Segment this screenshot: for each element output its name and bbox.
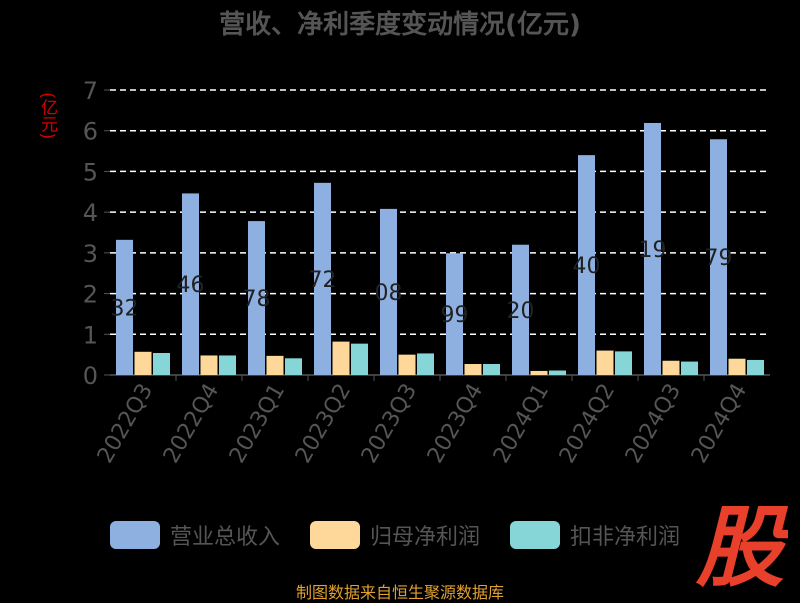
source-note: 制图数据来自恒生聚源数据库 bbox=[295, 583, 504, 602]
bar-revenue bbox=[578, 155, 595, 375]
data-label-revenue: 78 bbox=[243, 287, 271, 312]
data-label-revenue: 79 bbox=[705, 246, 733, 271]
legend-item-deducted-profit[interactable]: 扣非净利润 bbox=[510, 518, 680, 552]
data-label-revenue: 99 bbox=[441, 303, 469, 328]
bar-deducted-profit bbox=[219, 355, 236, 375]
bar-deducted-profit bbox=[681, 361, 698, 375]
y-axis-unit: (亿元) bbox=[37, 92, 57, 140]
bar-revenue bbox=[182, 193, 199, 375]
y-tick-label: 5 bbox=[83, 158, 98, 186]
bar-net-profit bbox=[662, 360, 680, 375]
legend-item-revenue[interactable]: 营业总收入 bbox=[110, 518, 280, 552]
x-tick-label: 2023Q2 bbox=[291, 380, 356, 468]
x-tick-label: 2022Q4 bbox=[159, 380, 224, 468]
data-label-revenue: 46 bbox=[177, 273, 205, 298]
bar-revenue bbox=[644, 122, 661, 375]
bar-net-profit bbox=[596, 350, 614, 375]
bar-deducted-profit bbox=[285, 358, 302, 375]
bar-net-profit bbox=[728, 358, 746, 375]
bar-revenue bbox=[446, 253, 463, 375]
bar-deducted-profit bbox=[747, 359, 764, 375]
data-label-revenue: 08 bbox=[375, 281, 403, 306]
bar-deducted-profit bbox=[351, 343, 368, 375]
bar-net-profit bbox=[530, 370, 548, 375]
legend-label-revenue: 营业总收入 bbox=[170, 525, 281, 550]
legend-label-net-profit: 归母净利润 bbox=[370, 525, 481, 550]
chart-title: 营收、净利季度变动情况(亿元) bbox=[219, 10, 581, 40]
bar-net-profit bbox=[134, 351, 152, 375]
data-label-revenue: 40 bbox=[573, 254, 601, 279]
y-tick-label: 6 bbox=[83, 118, 98, 146]
y-tick-label: 4 bbox=[83, 199, 98, 227]
bar-net-profit bbox=[266, 355, 284, 375]
data-label-revenue: 19 bbox=[639, 238, 667, 263]
y-tick-label: 7 bbox=[83, 77, 98, 105]
bar-deducted-profit bbox=[153, 353, 170, 375]
bar-revenue bbox=[512, 244, 529, 375]
legend-swatch-deducted-profit bbox=[510, 521, 560, 549]
legend-label-deducted-profit: 扣非净利润 bbox=[570, 525, 681, 550]
bar-net-profit bbox=[398, 354, 416, 375]
bar-revenue bbox=[380, 208, 397, 375]
x-tick-label: 2023Q3 bbox=[357, 380, 422, 468]
x-tick-label: 2024Q3 bbox=[621, 380, 686, 468]
bar-revenue bbox=[314, 182, 331, 375]
x-tick-label: 2022Q3 bbox=[93, 380, 158, 468]
data-label-revenue: 32 bbox=[111, 296, 139, 321]
legend: 营业总收入 归母净利润 扣非净利润 bbox=[0, 518, 800, 552]
stock-logo: 股 bbox=[695, 496, 788, 592]
legend-item-net-profit[interactable]: 归母净利润 bbox=[310, 518, 480, 552]
y-tick-label: 0 bbox=[83, 362, 98, 390]
bar-deducted-profit bbox=[417, 353, 434, 375]
x-tick-label: 2024Q2 bbox=[555, 380, 620, 468]
legend-swatch-revenue bbox=[110, 521, 160, 549]
stock-logo-glyph: 股 bbox=[695, 496, 788, 592]
data-label-revenue: 20 bbox=[507, 299, 535, 324]
bar-revenue bbox=[116, 239, 133, 375]
bar-deducted-profit bbox=[549, 370, 566, 375]
legend-swatch-net-profit bbox=[310, 521, 360, 549]
x-tick-label: 2023Q4 bbox=[423, 380, 488, 468]
bar-net-profit bbox=[464, 364, 482, 375]
data-label-revenue: 72 bbox=[309, 268, 337, 293]
x-tick-label: 2023Q1 bbox=[225, 380, 290, 468]
bar-revenue bbox=[710, 139, 727, 375]
y-tick-label: 1 bbox=[83, 321, 98, 349]
x-tick-label: 2024Q1 bbox=[489, 380, 554, 468]
y-tick-label: 2 bbox=[83, 281, 98, 309]
x-tick-label: 2024Q4 bbox=[687, 380, 752, 468]
bar-net-profit bbox=[200, 355, 218, 375]
bar-deducted-profit bbox=[615, 351, 632, 375]
y-tick-label: 3 bbox=[83, 240, 98, 268]
bar-deducted-profit bbox=[483, 364, 500, 375]
bar-revenue bbox=[248, 221, 265, 375]
bar-net-profit bbox=[332, 341, 350, 375]
